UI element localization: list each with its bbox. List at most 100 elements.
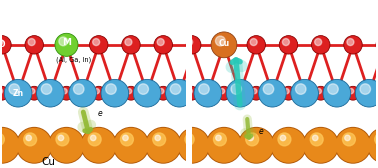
Circle shape	[248, 135, 254, 141]
Circle shape	[185, 133, 198, 146]
Circle shape	[122, 36, 140, 54]
Text: e: e	[259, 127, 263, 136]
Circle shape	[138, 84, 149, 94]
Circle shape	[368, 128, 378, 163]
Circle shape	[282, 39, 290, 46]
Circle shape	[57, 36, 76, 54]
Circle shape	[156, 86, 170, 100]
Circle shape	[155, 135, 161, 141]
Circle shape	[24, 133, 37, 146]
Circle shape	[159, 89, 164, 94]
Text: Cu: Cu	[218, 39, 229, 48]
Circle shape	[146, 128, 181, 163]
Circle shape	[214, 133, 226, 146]
Circle shape	[282, 86, 295, 100]
Circle shape	[239, 128, 274, 163]
Circle shape	[187, 135, 193, 141]
Circle shape	[124, 86, 138, 100]
Circle shape	[345, 135, 350, 141]
Circle shape	[218, 39, 225, 46]
Circle shape	[279, 36, 298, 54]
Circle shape	[106, 84, 116, 94]
Circle shape	[226, 79, 254, 107]
Circle shape	[344, 36, 362, 54]
Circle shape	[174, 128, 209, 163]
Circle shape	[211, 32, 237, 58]
Text: Cu: Cu	[41, 157, 55, 167]
Circle shape	[199, 84, 209, 94]
Circle shape	[177, 127, 214, 164]
Circle shape	[125, 39, 132, 46]
Circle shape	[0, 36, 11, 54]
Circle shape	[90, 135, 96, 141]
Circle shape	[41, 84, 52, 94]
Circle shape	[9, 84, 20, 94]
Circle shape	[101, 79, 129, 107]
Circle shape	[154, 36, 172, 54]
Circle shape	[59, 37, 68, 46]
Circle shape	[346, 86, 360, 100]
Circle shape	[186, 39, 193, 46]
Circle shape	[187, 89, 192, 94]
Circle shape	[342, 133, 355, 146]
Text: e: e	[97, 110, 102, 118]
Circle shape	[215, 36, 233, 54]
Circle shape	[173, 127, 210, 164]
Circle shape	[291, 79, 318, 107]
Circle shape	[284, 89, 289, 94]
Circle shape	[316, 89, 321, 94]
Circle shape	[310, 133, 323, 146]
Circle shape	[62, 89, 67, 94]
Circle shape	[206, 128, 242, 163]
Circle shape	[189, 86, 202, 100]
Circle shape	[0, 39, 3, 46]
Circle shape	[133, 79, 161, 107]
Circle shape	[219, 89, 225, 94]
Circle shape	[347, 39, 354, 46]
Circle shape	[166, 79, 193, 107]
Circle shape	[336, 128, 370, 163]
Text: (Al, Ga, In): (Al, Ga, In)	[56, 56, 91, 63]
Circle shape	[55, 33, 78, 56]
Circle shape	[252, 89, 257, 94]
Circle shape	[17, 128, 52, 163]
Circle shape	[238, 127, 275, 164]
Circle shape	[88, 133, 101, 146]
Text: O: O	[0, 40, 5, 49]
Circle shape	[170, 84, 181, 94]
Circle shape	[94, 89, 99, 94]
Circle shape	[80, 127, 117, 164]
Circle shape	[145, 127, 182, 164]
Circle shape	[181, 133, 194, 146]
Circle shape	[153, 133, 166, 146]
Circle shape	[60, 86, 73, 100]
Circle shape	[250, 39, 257, 46]
Circle shape	[58, 135, 64, 141]
Circle shape	[90, 36, 108, 54]
Circle shape	[48, 127, 85, 164]
Circle shape	[123, 135, 128, 141]
Circle shape	[27, 86, 41, 100]
Circle shape	[314, 86, 328, 100]
Circle shape	[126, 89, 132, 94]
Circle shape	[73, 84, 84, 94]
Circle shape	[360, 84, 370, 94]
Circle shape	[121, 133, 133, 146]
Circle shape	[185, 86, 198, 100]
Circle shape	[49, 128, 84, 163]
Circle shape	[206, 127, 242, 164]
Circle shape	[375, 133, 378, 146]
Circle shape	[377, 135, 378, 141]
Circle shape	[303, 128, 338, 163]
Circle shape	[335, 127, 372, 164]
Circle shape	[29, 89, 35, 94]
Circle shape	[311, 36, 330, 54]
Circle shape	[249, 86, 263, 100]
Circle shape	[328, 84, 338, 94]
Circle shape	[246, 133, 259, 146]
Circle shape	[178, 128, 213, 163]
Circle shape	[194, 79, 222, 107]
Text: Zn: Zn	[12, 89, 24, 98]
Circle shape	[323, 79, 351, 107]
Circle shape	[355, 79, 378, 107]
